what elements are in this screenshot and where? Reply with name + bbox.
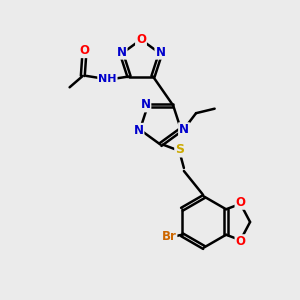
Text: N: N bbox=[155, 46, 165, 59]
Text: S: S bbox=[175, 143, 184, 157]
Text: N: N bbox=[134, 124, 143, 137]
Text: N: N bbox=[179, 123, 189, 136]
Text: Br: Br bbox=[162, 230, 176, 243]
Text: O: O bbox=[136, 33, 146, 46]
Text: NH: NH bbox=[98, 74, 117, 84]
Text: N: N bbox=[140, 98, 150, 111]
Text: O: O bbox=[236, 196, 245, 209]
Text: O: O bbox=[236, 235, 245, 248]
Text: O: O bbox=[79, 44, 89, 57]
Text: N: N bbox=[117, 46, 127, 59]
